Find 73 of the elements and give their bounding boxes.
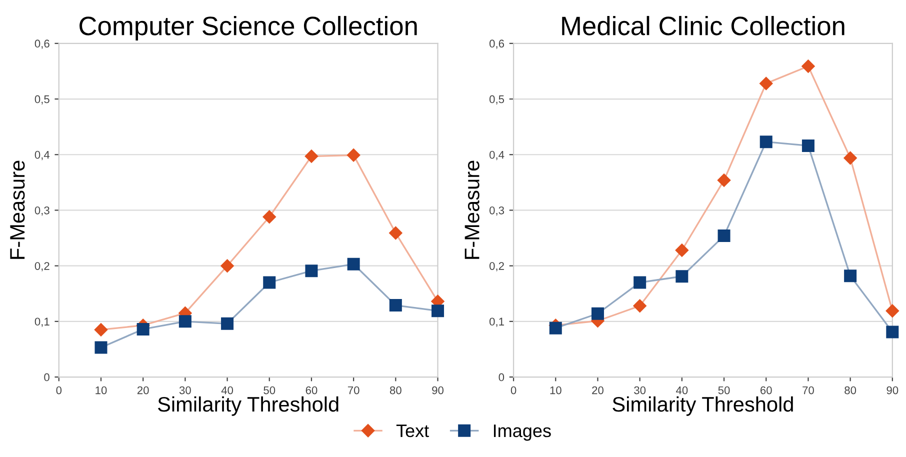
x-tick-label: 80 [390, 386, 402, 394]
y-tick-label: 0,1 [34, 318, 50, 327]
point [262, 210, 276, 224]
y-tick-label: 0,5 [34, 95, 50, 104]
point [718, 230, 730, 242]
point [675, 244, 689, 257]
x-tick-label: 40 [676, 386, 688, 394]
point [633, 299, 646, 312]
y-tick-label: 0,4 [34, 150, 50, 160]
point [844, 270, 857, 282]
y-tick-label: 0,2 [490, 262, 504, 272]
point [220, 259, 234, 272]
x-tick-label: 70 [348, 386, 360, 394]
x-tick-label: 90 [886, 386, 898, 394]
y-tick-label: 0,4 [490, 150, 504, 160]
x-tick-label: 0 [510, 386, 516, 394]
point [676, 270, 688, 283]
point [717, 174, 731, 187]
point [591, 307, 604, 320]
point [263, 276, 276, 289]
x-tick-label: 30 [179, 386, 191, 394]
point [760, 136, 772, 148]
point [305, 264, 318, 278]
x-axis-title: Similarity Threshold [612, 396, 793, 416]
x-tick-label: 50 [264, 386, 276, 394]
x-tick-label: 80 [844, 386, 856, 394]
point [346, 148, 360, 162]
y-tick-label: 0,2 [34, 262, 50, 272]
y-tick-label: 0,3 [490, 206, 504, 216]
point [432, 304, 444, 318]
x-tick-label: 20 [592, 386, 604, 394]
point [389, 299, 402, 312]
point [389, 226, 402, 240]
legend-label: Text [396, 424, 429, 438]
point [802, 139, 814, 152]
x-axis-title: Similarity Threshold [158, 396, 338, 416]
point [549, 322, 562, 334]
point [221, 317, 234, 330]
x-tick-label: 50 [718, 386, 730, 394]
point [94, 341, 108, 354]
x-tick-label: 10 [96, 386, 107, 394]
x-tick-label: 20 [137, 386, 149, 394]
x-tick-label: 40 [221, 386, 234, 394]
point [634, 276, 646, 289]
x-tick-label: 30 [634, 386, 646, 394]
y-tick-label: 0,6 [490, 40, 504, 49]
x-tick-label: 60 [306, 386, 318, 394]
y-tick-label: 0 [44, 373, 50, 382]
point [136, 322, 150, 336]
point [886, 326, 899, 338]
y-axis-title: F-Measure [10, 160, 25, 259]
point [760, 76, 773, 90]
x-tick-label: 0 [56, 386, 62, 394]
point [844, 151, 857, 165]
chart-title: Medical Clinic Collection [562, 16, 844, 36]
y-tick-label: 0,1 [490, 318, 504, 327]
point [304, 150, 318, 163]
x-tick-label: 10 [550, 386, 562, 394]
chart-title: Computer Science Collection [80, 16, 417, 41]
point [802, 60, 815, 73]
point [94, 323, 108, 336]
y-tick-label: 0,5 [490, 95, 504, 104]
point [347, 258, 360, 270]
y-tick-label: 0,3 [34, 206, 50, 216]
x-tick-label: 90 [432, 386, 444, 394]
point [178, 315, 192, 328]
y-tick-label: 0,6 [34, 40, 50, 49]
x-tick-label: 60 [760, 386, 772, 394]
y-tick-label: 0 [498, 373, 504, 382]
point [886, 304, 899, 318]
y-axis-title: F-Measure [464, 160, 480, 259]
x-tick-label: 70 [802, 386, 814, 394]
legend-label: Images [494, 424, 551, 441]
